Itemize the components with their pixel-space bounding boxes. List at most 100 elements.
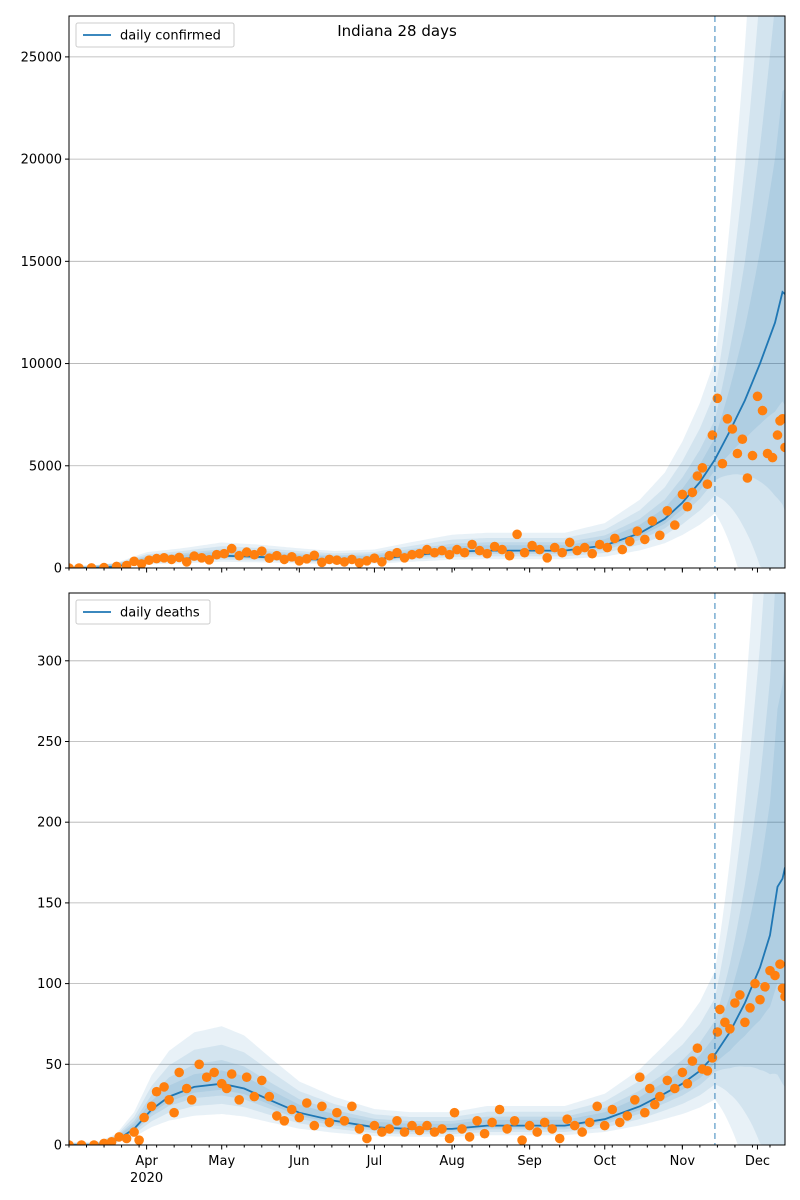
data-point xyxy=(645,1083,655,1094)
data-point xyxy=(772,430,783,440)
x-tick-sublabel: 2020 xyxy=(130,1171,163,1186)
data-point xyxy=(650,1099,660,1110)
data-point xyxy=(196,553,207,563)
x-tick-label: Sep xyxy=(517,1154,542,1169)
data-point xyxy=(725,1024,735,1034)
data-point xyxy=(722,414,733,424)
data-point xyxy=(339,1116,350,1126)
data-point xyxy=(347,1101,357,1112)
data-point xyxy=(129,1127,139,1137)
data-point xyxy=(457,1124,467,1134)
data-point xyxy=(407,1120,417,1131)
data-point xyxy=(249,549,260,560)
data-point xyxy=(682,501,693,512)
data-point xyxy=(712,393,723,404)
data-point xyxy=(584,1117,595,1128)
data-point xyxy=(742,473,753,483)
data-point xyxy=(539,1117,550,1128)
data-point xyxy=(302,1098,312,1108)
data-point xyxy=(517,1135,527,1145)
data-point xyxy=(354,558,365,568)
data-point xyxy=(780,442,785,453)
x-tick-label: Apr xyxy=(135,1154,158,1169)
data-point xyxy=(487,1117,497,1128)
data-point xyxy=(564,537,575,548)
data-point xyxy=(257,1075,267,1086)
data-point xyxy=(209,1067,219,1078)
data-point xyxy=(732,448,743,459)
data-point xyxy=(241,1072,252,1082)
data-point xyxy=(587,548,597,559)
legend-label: daily confirmed xyxy=(120,29,221,44)
data-point xyxy=(547,1124,557,1134)
data-point xyxy=(512,529,522,540)
data-point xyxy=(99,562,109,568)
data-point xyxy=(730,998,740,1008)
data-point xyxy=(279,554,290,565)
data-point xyxy=(602,542,613,553)
data-point xyxy=(76,1140,87,1145)
data-point xyxy=(151,553,162,564)
data-point xyxy=(747,450,758,461)
data-point xyxy=(302,554,312,564)
data-point xyxy=(532,1127,542,1137)
legend-box xyxy=(75,599,211,625)
data-point xyxy=(682,1078,693,1089)
y-tick-label: 150 xyxy=(37,896,62,911)
data-point xyxy=(607,1104,618,1115)
observed-points xyxy=(69,959,785,1145)
data-point xyxy=(524,1120,535,1131)
data-point xyxy=(264,553,275,563)
data-point xyxy=(264,1091,275,1102)
data-point xyxy=(692,1043,703,1053)
uncertainty-bands xyxy=(69,16,785,568)
y-tick-label: 300 xyxy=(37,654,62,669)
data-point xyxy=(339,557,350,567)
data-point xyxy=(234,550,244,561)
data-point xyxy=(174,552,184,563)
data-point xyxy=(444,1133,455,1144)
data-point xyxy=(497,544,507,555)
data-point xyxy=(554,1133,565,1144)
data-point xyxy=(630,1095,640,1105)
axes-frame xyxy=(68,592,786,1146)
y-tick-label: 100 xyxy=(37,977,62,992)
data-point xyxy=(459,547,470,558)
data-point xyxy=(377,557,387,567)
data-point xyxy=(687,487,698,498)
data-point xyxy=(712,1027,723,1037)
data-point xyxy=(159,553,169,563)
data-point xyxy=(414,548,425,559)
data-point xyxy=(226,543,237,554)
data-point xyxy=(740,1017,750,1028)
y-tick-label: 10000 xyxy=(21,357,62,372)
legend: daily confirmed xyxy=(75,22,235,48)
data-point xyxy=(121,1133,132,1144)
observed-points xyxy=(69,391,785,568)
x-tick-label: Jul xyxy=(366,1154,383,1169)
data-point xyxy=(635,1072,645,1082)
data-point xyxy=(502,1124,512,1134)
y-tick-label: 250 xyxy=(37,735,62,750)
data-point xyxy=(592,1101,602,1112)
data-point xyxy=(750,978,760,989)
panel-daily-deaths: 0 50 100 150 200 250 300 Apr 2020 May Jun Jul Aug Sep… xyxy=(37,592,786,1186)
data-point xyxy=(106,1137,117,1145)
data-point xyxy=(74,563,84,568)
data-point xyxy=(702,1066,713,1076)
data-point xyxy=(317,557,327,568)
data-point xyxy=(662,506,673,516)
data-point xyxy=(146,1101,157,1112)
data-point xyxy=(221,1083,232,1094)
data-point xyxy=(204,555,214,565)
data-point xyxy=(407,549,417,560)
data-point xyxy=(509,1116,520,1126)
data-point xyxy=(662,1075,673,1086)
data-point xyxy=(577,1127,587,1137)
data-point xyxy=(86,563,97,568)
uncertainty-band-0 xyxy=(69,593,785,1145)
data-point xyxy=(279,1116,290,1126)
data-point xyxy=(594,539,605,550)
data-point xyxy=(136,559,147,568)
legend-label: daily deaths xyxy=(120,606,200,621)
